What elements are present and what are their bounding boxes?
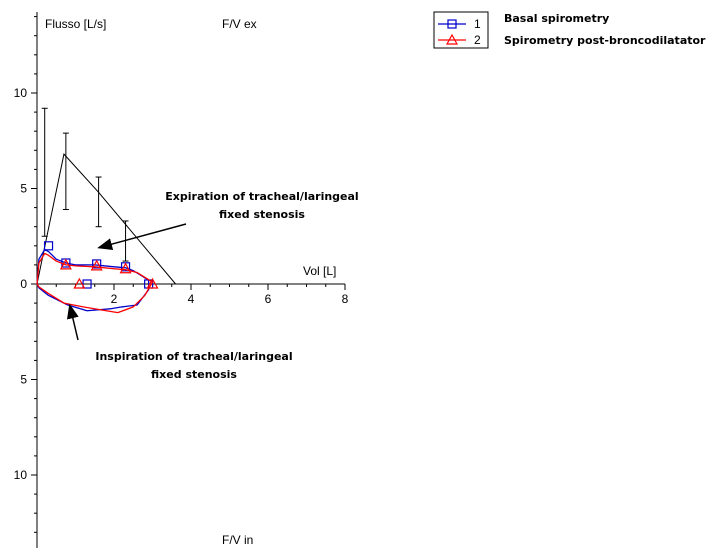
series-marker-triangle xyxy=(146,277,159,289)
legend-label-2: Spirometry post-broncodilatator xyxy=(504,34,706,47)
annotations xyxy=(66,223,187,341)
x-tick-label: 6 xyxy=(265,292,272,306)
predicted-curve xyxy=(36,107,176,285)
annotation-expiration-line-1: Expiration of tracheal/laringeal xyxy=(165,190,358,203)
x-axis-label: Vol [L] xyxy=(303,264,336,278)
legend: 1 2 Basal spirometry Spirometry post-bro… xyxy=(433,11,706,49)
annotation-arrow-2 xyxy=(66,303,79,341)
legend-label-1: Basal spirometry xyxy=(504,12,609,25)
x-tick-label: 4 xyxy=(188,292,195,306)
annotation-expiration-line-2: fixed stenosis xyxy=(219,208,305,221)
annotation-inspiration: Inspiration of tracheal/laringeal fixed … xyxy=(95,350,292,381)
legend-marker-triangle xyxy=(445,33,459,45)
chart-title-bottom: F/V in xyxy=(222,533,253,547)
legend-marker-square xyxy=(447,19,457,29)
legend-number-1: 1 xyxy=(474,17,481,31)
x-tick-label: 8 xyxy=(342,292,349,306)
annotation-inspiration-line-2: fixed stenosis xyxy=(151,368,237,381)
annotation-expiration: Expiration of tracheal/laringeal fixed s… xyxy=(165,190,358,221)
y-tick-label: 5 xyxy=(20,373,27,387)
series-marker-triangle xyxy=(119,262,132,274)
annotation-inspiration-line-1: Inspiration of tracheal/laringeal xyxy=(95,350,292,363)
y-tick-label: 10 xyxy=(14,86,28,100)
predicted-line xyxy=(36,153,176,285)
series-marker-triangle xyxy=(59,258,72,270)
tick-marks xyxy=(31,16,346,533)
legend-box xyxy=(433,11,489,49)
y-axis-label: Flusso [L/s] xyxy=(45,17,106,31)
series-marker-triangle xyxy=(90,259,103,271)
y-tick-label: 0 xyxy=(20,277,27,291)
series-group xyxy=(36,241,159,314)
y-tick-label: 10 xyxy=(14,468,28,482)
x-tick-label: 2 xyxy=(111,292,118,306)
series-line-2 xyxy=(36,252,154,314)
annotation-arrow-1 xyxy=(97,223,187,250)
tick-labels: 10 5 0 5 10 2 4 6 8 xyxy=(14,86,349,482)
series-marker-square xyxy=(43,241,54,251)
series-marker-square xyxy=(82,279,92,289)
chart-title-top: F/V ex xyxy=(222,17,257,31)
y-tick-label: 5 xyxy=(20,182,27,196)
legend-number-2: 2 xyxy=(474,33,481,47)
series-marker-triangle xyxy=(73,277,86,289)
